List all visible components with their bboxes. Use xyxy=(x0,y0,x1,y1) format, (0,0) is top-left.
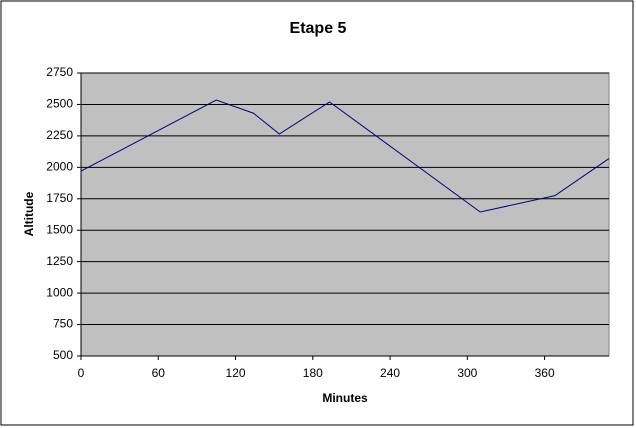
y-tick-label: 2750 xyxy=(46,65,73,79)
x-tick-label: 360 xyxy=(535,366,555,380)
x-tick-label: 180 xyxy=(303,366,323,380)
plot-area xyxy=(80,72,610,357)
x-tick-label: 300 xyxy=(457,366,477,380)
chart-title: Etape 5 xyxy=(290,20,347,37)
y-tick-label: 1500 xyxy=(46,222,73,236)
y-tick-label: 2000 xyxy=(46,160,73,174)
x-tick-label: 240 xyxy=(380,366,400,380)
x-tick-label: 0 xyxy=(78,366,85,380)
y-tick-label: 1750 xyxy=(46,191,73,205)
x-tick-label: 60 xyxy=(152,366,166,380)
y-tick-label: 500 xyxy=(53,348,73,362)
y-tick-label: 1250 xyxy=(46,254,73,268)
y-tick-label: 1000 xyxy=(46,285,73,299)
y-tick-label: 2500 xyxy=(46,97,73,111)
x-axis-label: Minutes xyxy=(322,391,368,405)
y-tick-label: 750 xyxy=(53,317,73,331)
y-tick-label: 2250 xyxy=(46,128,73,142)
data-line xyxy=(80,99,610,213)
y-axis-label: Altitude xyxy=(22,191,36,236)
x-tick-label: 120 xyxy=(226,366,246,380)
